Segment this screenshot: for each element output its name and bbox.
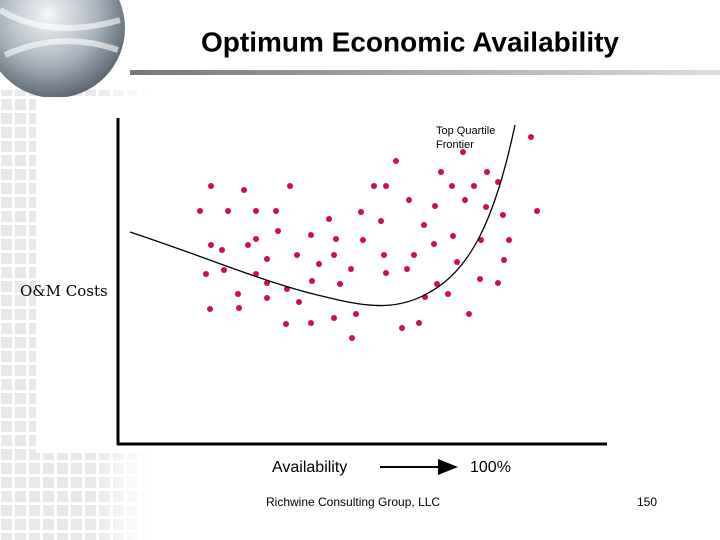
dot: [501, 257, 507, 263]
dot: [534, 208, 540, 214]
dot: [208, 242, 214, 248]
dot: [399, 325, 405, 331]
dot: [406, 197, 412, 203]
dots: [197, 134, 540, 341]
title: Optimum Economic Availability: [201, 26, 619, 57]
dot: [287, 183, 293, 189]
title-rule: [130, 70, 720, 75]
footer-company: Richwine Consulting Group, LLC: [266, 495, 440, 509]
dot: [421, 222, 427, 228]
dot: [207, 306, 213, 312]
dot: [416, 320, 422, 326]
dot: [309, 278, 315, 284]
dot: [353, 311, 359, 317]
dot: [308, 232, 314, 238]
dot: [275, 228, 281, 234]
dot: [203, 271, 209, 277]
dot: [348, 266, 354, 272]
dot: [296, 299, 302, 305]
dot: [264, 280, 270, 286]
dot: [241, 187, 247, 193]
globe-land: [0, 7, 121, 58]
dot: [221, 267, 227, 273]
dot: [449, 183, 455, 189]
x-end-label: 100%: [470, 459, 511, 476]
dot: [462, 197, 468, 203]
diagram-panel: [36, 97, 610, 453]
dot: [506, 237, 512, 243]
dot: [500, 212, 506, 218]
dot: [326, 216, 332, 222]
dot: [404, 266, 410, 272]
dot: [331, 252, 337, 258]
dot: [460, 149, 466, 155]
dot: [273, 208, 279, 214]
dot: [331, 315, 337, 321]
dot: [381, 252, 387, 258]
dot: [219, 247, 225, 253]
dot: [349, 335, 355, 341]
dot: [477, 276, 483, 282]
dot: [432, 203, 438, 209]
dot: [358, 209, 364, 215]
dot: [454, 259, 460, 265]
frontier-label: Frontier: [436, 139, 474, 151]
dot: [495, 280, 501, 286]
dot: [484, 169, 490, 175]
dot: [434, 281, 440, 287]
dot: [197, 208, 203, 214]
dot: [483, 204, 489, 210]
dot: [333, 236, 339, 242]
dot: [283, 321, 289, 327]
dot: [264, 256, 270, 262]
dot: [478, 237, 484, 243]
y-label: O&M Costs: [20, 282, 108, 300]
dot: [236, 305, 242, 311]
dot: [528, 134, 534, 140]
frontier-curve: [129, 124, 516, 307]
dot: [495, 179, 501, 185]
dot: [294, 252, 300, 258]
dot: [383, 183, 389, 189]
dot: [360, 237, 366, 243]
dot: [466, 311, 472, 317]
dot: [431, 241, 437, 247]
dot: [264, 295, 270, 301]
dot: [308, 320, 314, 326]
dot: [337, 281, 343, 287]
x-label: Availability: [272, 459, 347, 476]
dot: [253, 236, 259, 242]
dot: [378, 218, 384, 224]
dot: [393, 158, 399, 164]
dot: [383, 270, 389, 276]
dot: [411, 252, 417, 258]
dot: [450, 233, 456, 239]
dot: [235, 291, 241, 297]
dot: [316, 261, 322, 267]
dot: [371, 183, 377, 189]
dot: [471, 183, 477, 189]
dot: [208, 183, 214, 189]
dot: [253, 208, 259, 214]
page-number: 150: [637, 495, 657, 509]
dot: [438, 169, 444, 175]
frontier-label: Top Quartile: [436, 125, 495, 137]
dot: [225, 208, 231, 214]
dot: [245, 242, 251, 248]
dot: [445, 291, 451, 297]
